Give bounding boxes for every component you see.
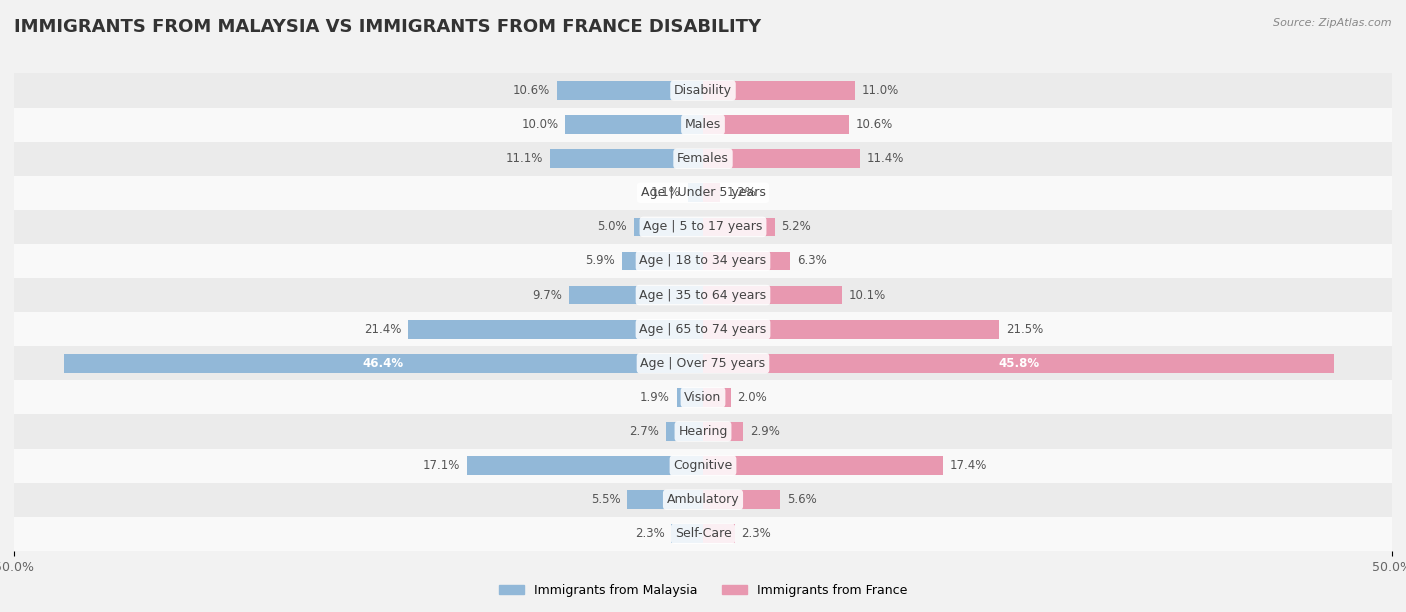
Text: Disability: Disability (673, 84, 733, 97)
Text: 11.1%: 11.1% (506, 152, 543, 165)
Bar (676, 388, 703, 407)
Text: 1.2%: 1.2% (727, 186, 756, 200)
Bar (14, 414, 1392, 449)
Text: 46.4%: 46.4% (363, 357, 404, 370)
Bar (550, 149, 703, 168)
Bar (63, 354, 703, 373)
Bar (14, 449, 1392, 483)
Bar (14, 483, 1392, 517)
Bar (671, 524, 703, 543)
Text: 2.0%: 2.0% (738, 391, 768, 404)
Bar (14, 141, 1392, 176)
Bar (569, 286, 703, 304)
Text: 1.1%: 1.1% (651, 186, 681, 200)
Bar (688, 184, 703, 202)
Bar (703, 217, 775, 236)
Bar (14, 517, 1392, 551)
Text: Age | 65 to 74 years: Age | 65 to 74 years (640, 323, 766, 335)
Text: 5.5%: 5.5% (591, 493, 620, 506)
Bar (408, 320, 703, 338)
Text: 17.4%: 17.4% (949, 459, 987, 472)
Text: Age | Over 75 years: Age | Over 75 years (641, 357, 765, 370)
Bar (703, 354, 1334, 373)
Text: 21.4%: 21.4% (364, 323, 401, 335)
Bar (565, 115, 703, 134)
Text: Cognitive: Cognitive (673, 459, 733, 472)
Bar (703, 388, 731, 407)
Text: Age | Under 5 years: Age | Under 5 years (641, 186, 765, 200)
Bar (703, 184, 720, 202)
Bar (703, 490, 780, 509)
Text: 1.9%: 1.9% (640, 391, 669, 404)
Text: 10.0%: 10.0% (522, 118, 558, 131)
Bar (14, 73, 1392, 108)
Text: 11.4%: 11.4% (868, 152, 904, 165)
Text: 21.5%: 21.5% (1007, 323, 1043, 335)
Text: 11.0%: 11.0% (862, 84, 898, 97)
Text: Age | 35 to 64 years: Age | 35 to 64 years (640, 289, 766, 302)
Text: IMMIGRANTS FROM MALAYSIA VS IMMIGRANTS FROM FRANCE DISABILITY: IMMIGRANTS FROM MALAYSIA VS IMMIGRANTS F… (14, 18, 761, 36)
Legend: Immigrants from Malaysia, Immigrants from France: Immigrants from Malaysia, Immigrants fro… (494, 579, 912, 602)
Text: 5.2%: 5.2% (782, 220, 811, 233)
Text: Self-Care: Self-Care (675, 528, 731, 540)
Bar (621, 252, 703, 271)
Text: 5.6%: 5.6% (787, 493, 817, 506)
Bar (14, 108, 1392, 141)
Text: Vision: Vision (685, 391, 721, 404)
Bar (703, 456, 943, 475)
Text: 5.9%: 5.9% (585, 255, 614, 267)
Bar (14, 176, 1392, 210)
Bar (14, 278, 1392, 312)
Bar (467, 456, 703, 475)
Bar (703, 524, 735, 543)
Text: Ambulatory: Ambulatory (666, 493, 740, 506)
Text: Males: Males (685, 118, 721, 131)
Bar (14, 210, 1392, 244)
Bar (703, 320, 1000, 338)
Bar (14, 380, 1392, 414)
Bar (666, 422, 703, 441)
Text: 2.9%: 2.9% (749, 425, 780, 438)
Text: 5.0%: 5.0% (598, 220, 627, 233)
Text: 17.1%: 17.1% (423, 459, 461, 472)
Bar (14, 244, 1392, 278)
Bar (703, 252, 790, 271)
Text: 10.6%: 10.6% (513, 84, 550, 97)
Bar (703, 286, 842, 304)
Text: 10.1%: 10.1% (849, 289, 886, 302)
Bar (14, 312, 1392, 346)
Text: 45.8%: 45.8% (998, 357, 1039, 370)
Text: 10.6%: 10.6% (856, 118, 893, 131)
Bar (627, 490, 703, 509)
Text: 9.7%: 9.7% (533, 289, 562, 302)
Text: Females: Females (678, 152, 728, 165)
Bar (557, 81, 703, 100)
Bar (703, 422, 742, 441)
Text: 6.3%: 6.3% (797, 255, 827, 267)
Text: Source: ZipAtlas.com: Source: ZipAtlas.com (1274, 18, 1392, 28)
Text: Age | 18 to 34 years: Age | 18 to 34 years (640, 255, 766, 267)
Bar (703, 115, 849, 134)
Bar (703, 81, 855, 100)
Text: 2.3%: 2.3% (634, 528, 665, 540)
Bar (634, 217, 703, 236)
Bar (14, 346, 1392, 380)
Text: 2.3%: 2.3% (741, 528, 772, 540)
Text: 2.7%: 2.7% (628, 425, 659, 438)
Text: Hearing: Hearing (678, 425, 728, 438)
Text: Age | 5 to 17 years: Age | 5 to 17 years (644, 220, 762, 233)
Bar (703, 149, 860, 168)
